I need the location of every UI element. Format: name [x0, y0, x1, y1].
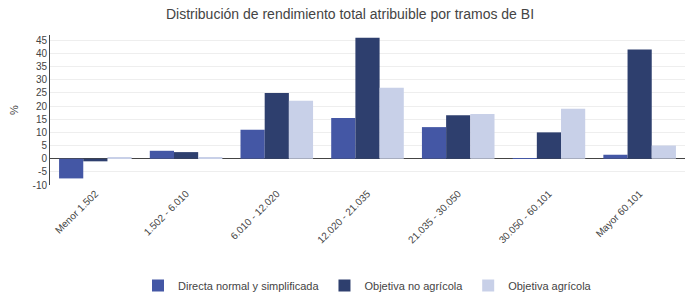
svg-text:20: 20	[36, 101, 48, 112]
svg-text:Menor 1.502: Menor 1.502	[53, 188, 101, 236]
svg-text:10: 10	[36, 127, 48, 138]
svg-text:6.010 - 12.020: 6.010 - 12.020	[228, 188, 282, 242]
svg-text:35: 35	[36, 61, 48, 72]
svg-text:Mayor 60.101: Mayor 60.101	[594, 188, 645, 239]
svg-text:21.035 - 30.050: 21.035 - 30.050	[406, 188, 464, 246]
svg-text:15: 15	[36, 114, 48, 125]
svg-text:30: 30	[36, 74, 48, 85]
svg-text:45: 45	[36, 35, 48, 46]
svg-text:1.502 - 6.010: 1.502 - 6.010	[142, 188, 192, 238]
svg-text:Objetiva no agrícola: Objetiva no agrícola	[364, 280, 463, 292]
svg-text:-10: -10	[33, 180, 48, 191]
svg-text:12.020 - 21.035: 12.020 - 21.035	[315, 188, 373, 246]
svg-text:-5: -5	[38, 166, 47, 177]
svg-text:Directa normal y simplificada: Directa normal y simplificada	[178, 280, 319, 292]
svg-text:%: %	[8, 105, 20, 115]
svg-text:40: 40	[36, 48, 48, 59]
svg-text:30.050 - 60.101: 30.050 - 60.101	[497, 188, 555, 246]
svg-text:5: 5	[41, 140, 47, 151]
svg-text:Distribución de rendimiento to: Distribución de rendimiento total atribu…	[166, 6, 534, 22]
svg-text:25: 25	[36, 87, 48, 98]
svg-text:0: 0	[41, 153, 47, 164]
svg-text:Objetiva agrícola: Objetiva agrícola	[508, 280, 591, 292]
